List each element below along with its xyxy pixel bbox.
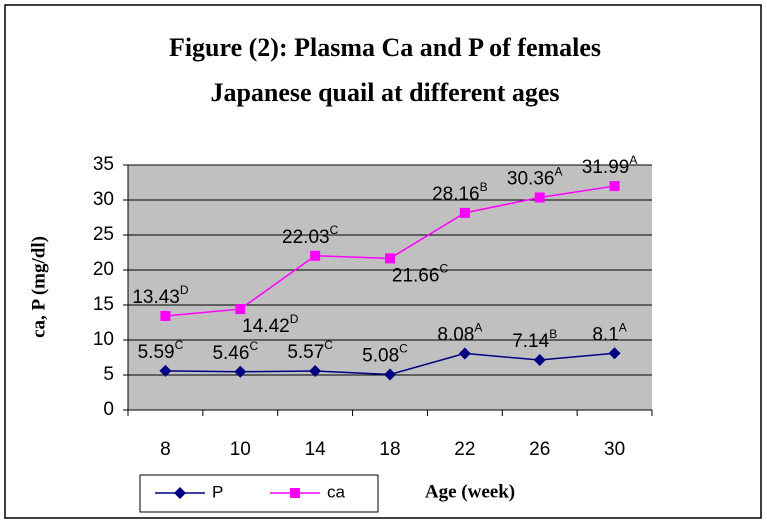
data-label-value: 5.57 xyxy=(287,342,324,363)
data-label-letter: B xyxy=(480,180,488,194)
y-tick-label: 25 xyxy=(93,224,114,245)
data-label-letter: C xyxy=(439,262,448,276)
data-label: 5.08C xyxy=(362,342,408,367)
data-label-letter: C xyxy=(330,223,339,237)
marker xyxy=(385,253,395,264)
data-label-value: 22.03 xyxy=(282,227,330,248)
legend-label: P xyxy=(212,482,223,501)
marker xyxy=(234,365,247,378)
data-label-value: 5.59 xyxy=(138,342,175,363)
y-tick-label: 10 xyxy=(93,329,114,350)
marker xyxy=(458,347,471,360)
y-axis-label: ca, P (mg/dl) xyxy=(28,236,49,338)
marker xyxy=(310,250,321,261)
data-label: 8.1A xyxy=(592,320,626,345)
data-label-letter: C xyxy=(399,342,408,356)
data-label-value: 30.36 xyxy=(507,168,555,189)
marker xyxy=(290,488,300,498)
data-label-letter: C xyxy=(175,338,184,352)
marker xyxy=(384,368,396,381)
x-axis-label: Age (week) xyxy=(425,481,515,502)
y-tick-label: 0 xyxy=(103,399,114,420)
x-tick-label: 14 xyxy=(305,439,327,460)
marker xyxy=(534,192,545,203)
data-label-value: 5.08 xyxy=(362,345,399,366)
data-label-value: 31.99 xyxy=(582,157,630,178)
data-label: 7.14B xyxy=(512,327,557,352)
data-label: 8.08A xyxy=(437,321,482,346)
legend-label: ca xyxy=(327,482,346,501)
data-label-value: 13.43 xyxy=(132,287,180,308)
marker xyxy=(159,364,172,377)
data-label-value: 5.46 xyxy=(212,343,249,364)
data-label-letter: C xyxy=(249,339,258,353)
marker xyxy=(459,207,470,218)
y-tick-label: 5 xyxy=(103,364,114,385)
chart-title: Figure (2): Plasma Ca and P of females xyxy=(169,33,601,62)
data-label: 21.66C xyxy=(392,262,449,287)
data-label: 5.46C xyxy=(212,339,258,364)
marker xyxy=(235,304,246,315)
data-label-letter: D xyxy=(290,312,299,326)
marker xyxy=(533,354,546,367)
x-tick-label: 10 xyxy=(230,439,251,460)
x-tick-label: 18 xyxy=(379,439,400,460)
data-label-letter: B xyxy=(549,327,557,341)
data-label: 22.03C xyxy=(282,223,339,248)
data-label-value: 8.1 xyxy=(592,324,618,345)
x-tick-label: 26 xyxy=(529,439,550,460)
data-label: 31.99A xyxy=(582,153,638,178)
data-label: 30.36A xyxy=(507,165,563,190)
data-label-value: 14.42 xyxy=(242,316,290,337)
y-tick-label: 35 xyxy=(93,154,114,175)
marker xyxy=(160,310,171,321)
marker xyxy=(609,181,620,192)
data-label: 13.43D xyxy=(132,283,189,308)
data-label: 14.42D xyxy=(242,312,299,337)
data-label: 5.57C xyxy=(287,338,333,363)
data-label-letter: A xyxy=(629,153,637,167)
marker xyxy=(608,347,621,360)
data-label-value: 28.16 xyxy=(432,184,480,205)
data-label-letter: A xyxy=(619,320,627,334)
x-tick-label: 30 xyxy=(604,439,625,460)
marker xyxy=(309,365,322,378)
data-label: 5.59C xyxy=(138,338,184,363)
x-tick-label: 8 xyxy=(160,439,171,460)
marker xyxy=(174,487,186,499)
y-tick-label: 15 xyxy=(93,294,114,315)
data-label: 28.16B xyxy=(432,180,488,205)
data-label-letter: D xyxy=(180,283,189,297)
x-tick-label: 22 xyxy=(454,439,475,460)
data-label-letter: A xyxy=(474,321,482,335)
chart-title: Japanese quail at different ages xyxy=(210,78,559,107)
data-label-value: 8.08 xyxy=(437,324,474,345)
data-label-value: 7.14 xyxy=(512,331,549,352)
data-label-letter: A xyxy=(554,165,562,179)
data-label-value: 21.66 xyxy=(392,265,440,286)
y-tick-label: 30 xyxy=(93,189,114,210)
y-tick-label: 20 xyxy=(93,259,114,280)
data-label-letter: C xyxy=(324,338,333,352)
